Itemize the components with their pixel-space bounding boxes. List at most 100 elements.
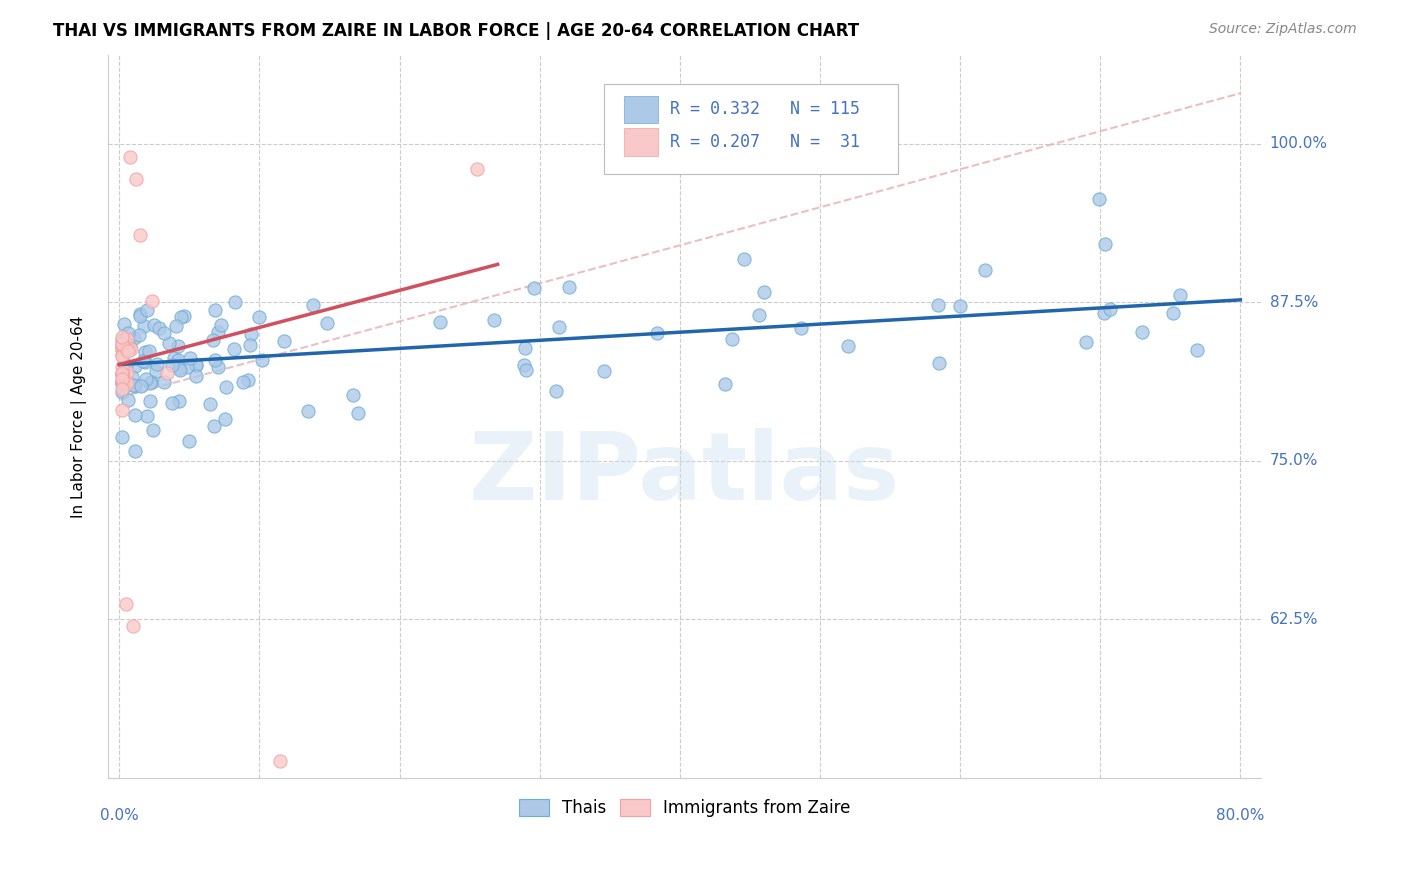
Point: [169, 362, 191, 376]
Point: [157, 335, 180, 350]
Point: [465, 162, 488, 177]
Point: [214, 412, 236, 426]
Point: [1087, 192, 1109, 206]
Point: [135, 372, 157, 386]
Point: [167, 339, 190, 353]
Point: [173, 310, 195, 324]
Point: [125, 172, 148, 186]
Text: 100.0%: 100.0%: [1270, 136, 1327, 152]
Point: [484, 313, 506, 327]
Point: [184, 358, 207, 372]
Point: [207, 360, 229, 375]
Point: [1168, 288, 1191, 302]
FancyBboxPatch shape: [624, 95, 658, 123]
Point: [111, 375, 134, 389]
Point: [136, 409, 159, 424]
Point: [111, 375, 134, 389]
Point: [148, 321, 170, 335]
Point: [135, 302, 157, 317]
Point: [112, 318, 135, 332]
Point: [974, 263, 997, 277]
Point: [124, 379, 146, 393]
Point: [117, 393, 139, 408]
Point: [162, 396, 184, 410]
Y-axis label: In Labor Force | Age 20-64: In Labor Force | Age 20-64: [72, 316, 87, 517]
Point: [752, 285, 775, 299]
Point: [111, 330, 134, 344]
Point: [204, 303, 226, 318]
Point: [117, 343, 139, 358]
Point: [111, 382, 134, 396]
Point: [111, 337, 134, 351]
Point: [134, 355, 156, 369]
Point: [129, 228, 152, 243]
Text: 87.5%: 87.5%: [1270, 295, 1317, 310]
Point: [124, 444, 146, 458]
Point: [111, 374, 134, 388]
Text: ZIPatlas: ZIPatlas: [470, 428, 900, 520]
Point: [429, 315, 451, 329]
Point: [513, 341, 536, 355]
Point: [111, 339, 134, 353]
Point: [138, 344, 160, 359]
Point: [115, 597, 138, 611]
Point: [515, 363, 537, 377]
Point: [111, 366, 134, 380]
Point: [138, 376, 160, 390]
Point: [342, 388, 364, 402]
Point: [111, 403, 134, 417]
Point: [111, 333, 134, 347]
Point: [111, 384, 134, 399]
Text: R = 0.332   N = 115: R = 0.332 N = 115: [669, 100, 859, 119]
Point: [239, 338, 262, 352]
Point: [297, 403, 319, 417]
Point: [927, 298, 949, 312]
Text: 0.0%: 0.0%: [100, 808, 139, 823]
Point: [111, 372, 134, 386]
Point: [273, 334, 295, 348]
Point: [120, 150, 142, 164]
Point: [198, 397, 221, 411]
Legend: Thais, Immigrants from Zaire: Thais, Immigrants from Zaire: [512, 792, 858, 824]
Point: [111, 368, 134, 382]
Point: [748, 308, 770, 322]
Point: [714, 377, 737, 392]
Point: [117, 365, 139, 379]
Point: [250, 353, 273, 368]
Point: [111, 336, 134, 351]
Point: [111, 343, 134, 358]
Point: [121, 370, 143, 384]
Point: [120, 343, 142, 357]
Point: [122, 619, 145, 633]
Point: [115, 342, 138, 356]
Point: [156, 366, 179, 380]
Point: [111, 367, 134, 381]
Point: [165, 318, 187, 333]
Point: [647, 326, 669, 341]
Point: [207, 325, 229, 339]
Point: [790, 321, 813, 335]
Point: [111, 376, 134, 391]
Point: [111, 359, 134, 374]
Point: [169, 361, 191, 376]
Point: [837, 339, 859, 353]
Point: [179, 434, 201, 449]
Text: THAI VS IMMIGRANTS FROM ZAIRE IN LABOR FORCE | AGE 20-64 CORRELATION CHART: THAI VS IMMIGRANTS FROM ZAIRE IN LABOR F…: [53, 22, 859, 40]
Point: [114, 334, 136, 348]
Point: [131, 354, 153, 368]
Point: [143, 318, 166, 333]
Point: [215, 379, 238, 393]
Point: [111, 430, 134, 444]
Point: [593, 364, 616, 378]
Point: [142, 423, 165, 437]
Point: [1094, 236, 1116, 251]
Point: [115, 332, 138, 346]
Point: [347, 406, 370, 420]
Point: [176, 359, 198, 374]
Point: [115, 358, 138, 372]
Text: 80.0%: 80.0%: [1216, 808, 1264, 823]
Point: [153, 375, 176, 389]
Point: [202, 419, 225, 434]
Point: [224, 295, 246, 310]
Text: R = 0.207   N =  31: R = 0.207 N = 31: [669, 133, 859, 151]
